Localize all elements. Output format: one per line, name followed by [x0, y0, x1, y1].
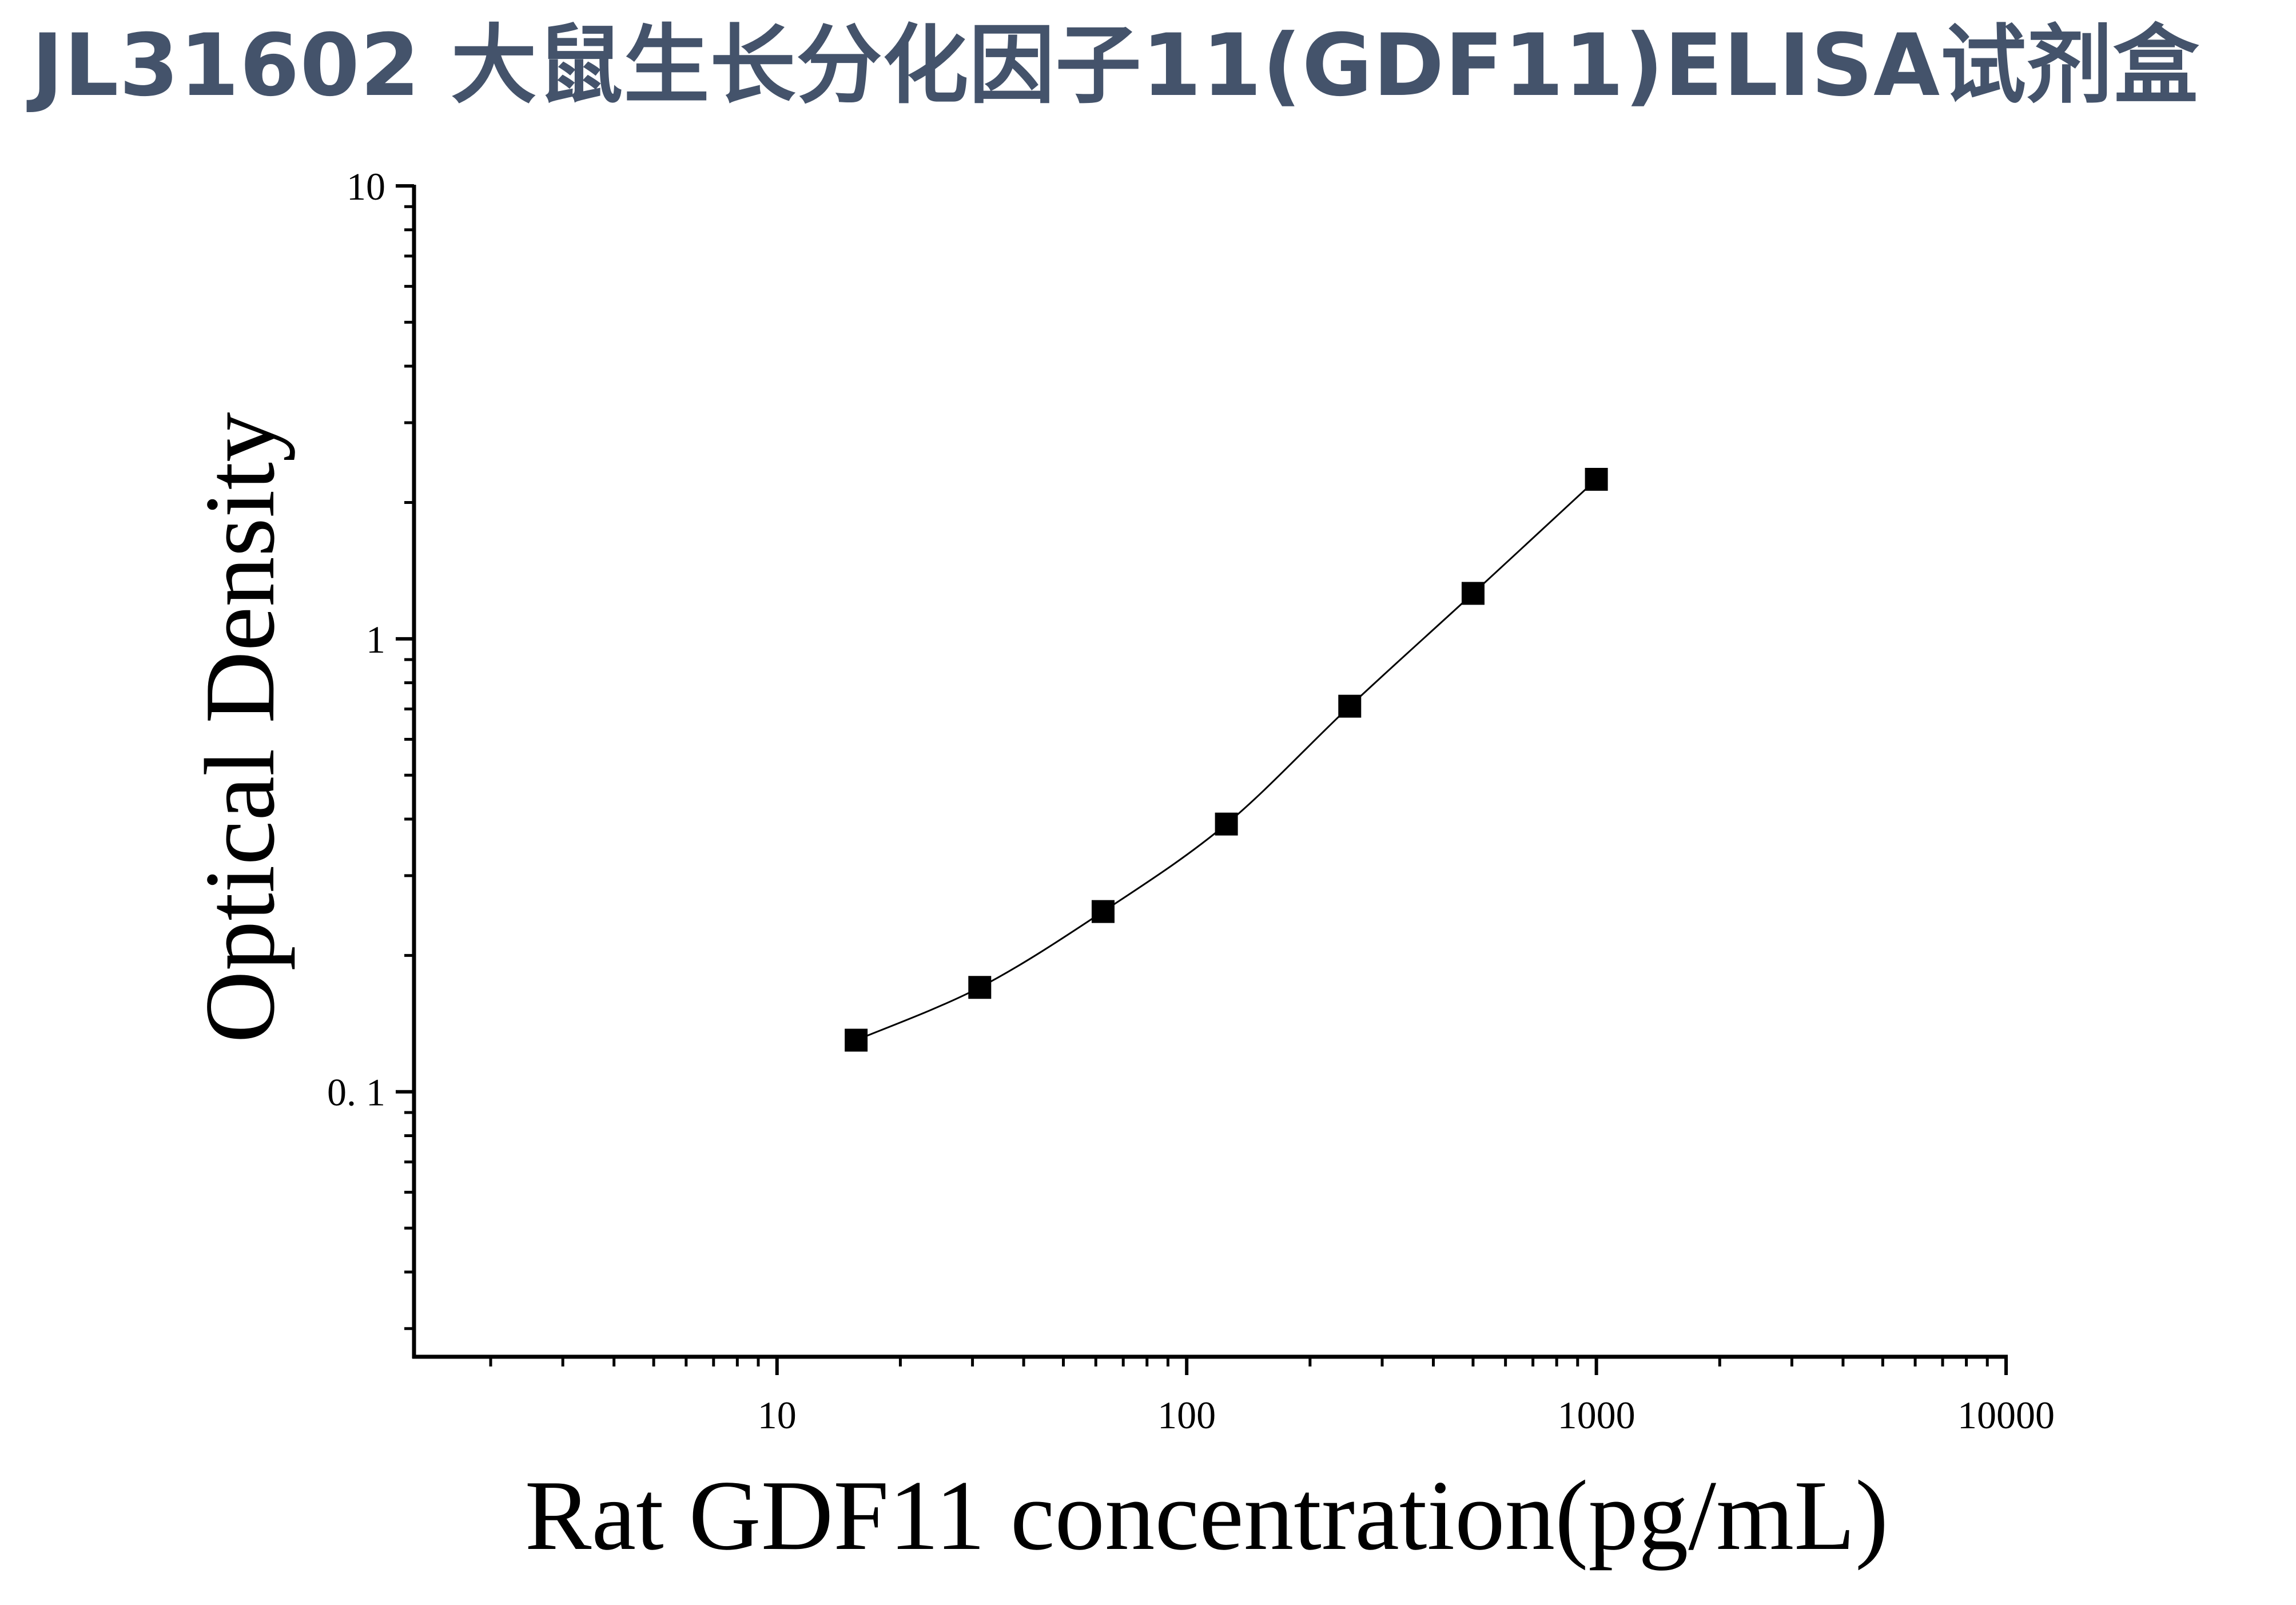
fit-curve — [855, 478, 1597, 1041]
data-point — [1091, 900, 1115, 923]
x-tick-label: 10000 — [1957, 1393, 2055, 1437]
axes — [396, 184, 2008, 1375]
data-point — [968, 976, 992, 999]
data-point — [1461, 582, 1485, 605]
y-tick-label: 1 — [366, 618, 385, 661]
data-point — [1338, 694, 1362, 718]
y-tick-label: 10 — [347, 165, 385, 208]
data-point — [845, 1028, 868, 1052]
y-tick-label: 0. 1 — [327, 1071, 385, 1114]
data-points-layer — [845, 467, 1608, 1052]
y-axis-title: Optical Density — [184, 412, 295, 1043]
page-title: JL31602 大鼠生长分化因子11(GDF11)ELISA试剂盒 — [31, 16, 2200, 116]
data-point — [1215, 812, 1238, 836]
x-tick-label: 1000 — [1558, 1393, 1636, 1437]
x-tick-label: 100 — [1157, 1393, 1216, 1437]
x-tick-label: 10 — [758, 1393, 797, 1437]
tick-labels-layer: 10 100 1000 10000 0. 1 1 10 — [327, 165, 2055, 1437]
data-point — [1585, 467, 1608, 491]
fit-curve-layer — [855, 478, 1597, 1041]
x-axis-title: Rat GDF11 concentration(pg/mL) — [525, 1460, 1889, 1571]
